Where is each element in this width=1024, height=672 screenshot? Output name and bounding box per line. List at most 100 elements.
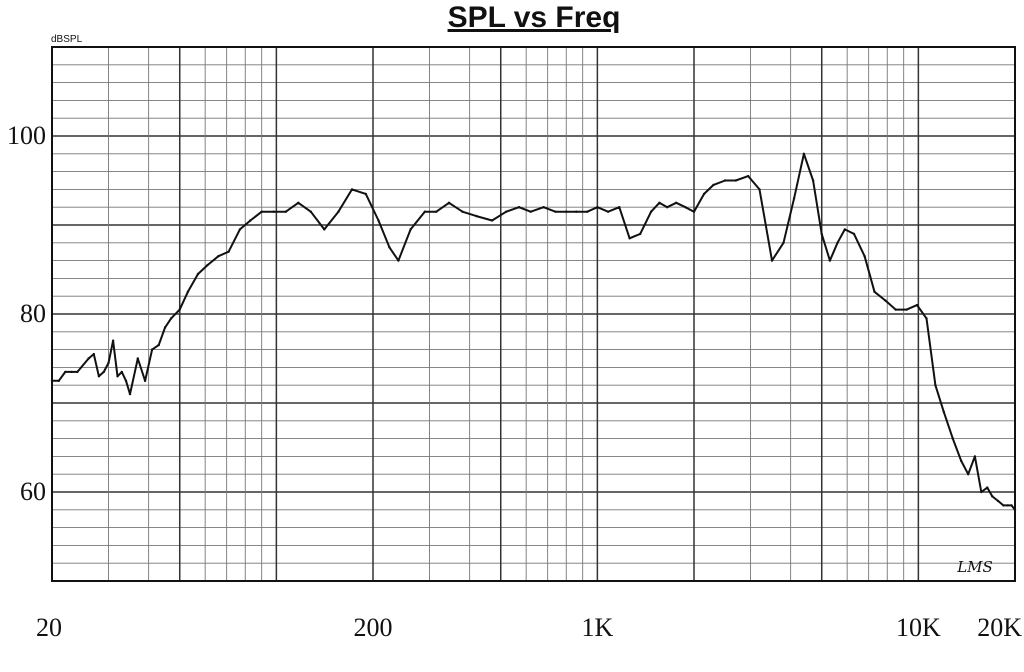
data-point — [925, 317, 928, 320]
data-point — [873, 290, 876, 293]
data-point — [905, 308, 908, 311]
data-point — [951, 437, 954, 440]
data-point — [1006, 504, 1009, 507]
data-point — [894, 308, 897, 311]
data-point — [50, 379, 54, 382]
data-point — [960, 459, 963, 463]
data-point — [820, 232, 823, 236]
data-point — [169, 317, 173, 320]
data-point — [111, 339, 115, 342]
data-point — [792, 197, 796, 200]
data-point — [811, 179, 815, 182]
data-point — [996, 499, 1000, 503]
data-point — [249, 219, 252, 222]
data-point — [505, 210, 508, 213]
data-point — [102, 370, 106, 374]
data-point — [684, 206, 687, 209]
y-tick-labels: 100 80 60 — [7, 121, 46, 506]
x-tick-label: 1K — [581, 613, 613, 642]
data-point — [884, 299, 887, 302]
data-point — [397, 259, 400, 262]
data-point — [863, 255, 866, 258]
data-point — [692, 210, 696, 213]
data-point — [206, 263, 209, 267]
data-point — [284, 210, 287, 213]
data-point — [196, 272, 200, 276]
data-point — [529, 210, 532, 213]
data-point — [1013, 508, 1017, 511]
x-tick-label: 10K — [896, 613, 941, 642]
data-point — [423, 210, 426, 213]
y-axis-unit-label: dBSPL — [51, 34, 83, 45]
data-point — [802, 152, 806, 155]
data-point — [272, 210, 275, 213]
data-point — [297, 201, 300, 204]
data-point — [843, 228, 846, 231]
data-point — [475, 214, 478, 218]
data-point — [364, 192, 367, 196]
data-point — [388, 246, 391, 249]
data-point — [70, 370, 73, 374]
data-point — [852, 232, 856, 236]
data-point — [986, 486, 989, 489]
data-point — [178, 308, 181, 311]
data-point — [350, 188, 354, 191]
data-point — [435, 210, 438, 213]
data-point — [157, 343, 160, 347]
data-point — [618, 206, 621, 209]
y-tick-label: 100 — [7, 121, 46, 150]
data-point — [517, 206, 521, 209]
data-point — [554, 210, 557, 213]
data-point — [87, 357, 90, 360]
data-point — [712, 183, 715, 187]
grid-lines — [52, 47, 1015, 581]
data-point — [323, 228, 326, 231]
data-point — [92, 352, 96, 356]
x-tick-label: 20K — [977, 613, 1022, 642]
data-point — [377, 219, 380, 222]
x-tick-label: 20 — [36, 613, 62, 642]
data-point — [606, 210, 610, 213]
data-point — [973, 455, 977, 458]
data-point — [163, 326, 167, 329]
data-point — [675, 201, 678, 204]
data-point — [770, 259, 774, 262]
data-point — [702, 192, 706, 196]
data-point — [980, 490, 983, 494]
x-tick-label: 200 — [354, 613, 393, 642]
data-point — [124, 379, 128, 382]
data-point — [991, 495, 994, 498]
data-point — [57, 379, 60, 382]
data-point — [447, 201, 451, 204]
data-point — [1010, 504, 1013, 507]
data-point — [723, 179, 727, 182]
data-point — [97, 375, 101, 378]
data-point — [596, 206, 599, 209]
data-point — [915, 303, 919, 307]
data-point — [116, 375, 119, 378]
data-point — [136, 357, 139, 360]
data-point — [666, 206, 669, 209]
data-point — [76, 370, 79, 374]
data-point — [649, 210, 653, 213]
lms-watermark: LMS — [956, 558, 993, 576]
data-point — [836, 241, 839, 244]
data-point — [934, 384, 937, 387]
data-point — [639, 232, 642, 236]
y-tick-label: 60 — [20, 477, 46, 506]
data-point — [143, 379, 147, 382]
data-point — [575, 210, 578, 213]
x-tick-labels: 20 200 1K 10K 20K — [36, 613, 1022, 642]
data-point — [128, 392, 132, 396]
data-point — [967, 473, 970, 476]
data-point — [658, 201, 661, 204]
data-point — [217, 255, 220, 258]
spl-response-curve — [51, 152, 1016, 511]
data-point — [828, 259, 832, 262]
series-layer — [50, 152, 1017, 511]
data-point — [186, 290, 190, 293]
data-point — [238, 228, 242, 231]
plot-frame — [51, 46, 1016, 582]
data-point — [337, 210, 340, 213]
